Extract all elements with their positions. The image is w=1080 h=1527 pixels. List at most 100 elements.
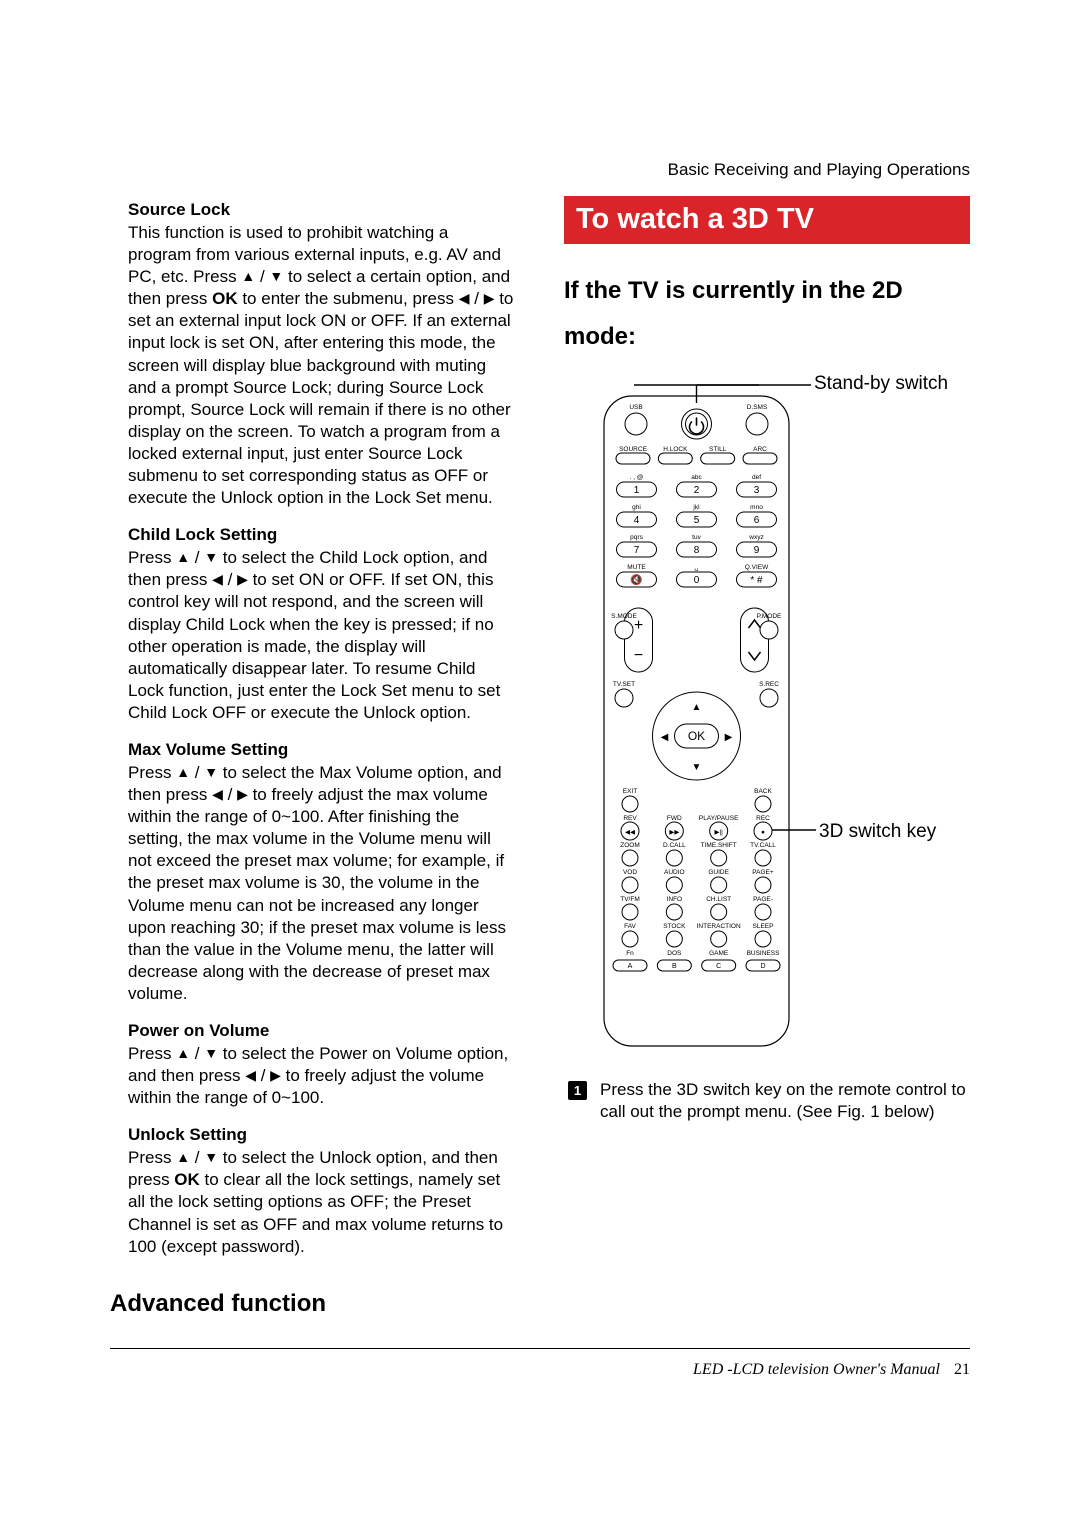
svg-text:␣: ␣: [694, 564, 698, 571]
svg-text:3: 3: [754, 485, 760, 496]
svg-text:BUSINESS: BUSINESS: [747, 950, 781, 957]
svg-text:PLAY/PAUSE: PLAY/PAUSE: [699, 815, 739, 822]
step-number-icon: 1: [568, 1081, 587, 1100]
svg-text:. , @: . , @: [630, 474, 644, 481]
sub-heading: If the TV is currently in the 2D mode:: [564, 268, 970, 359]
svg-text:A: A: [628, 963, 633, 970]
svg-text:C: C: [716, 963, 721, 970]
svg-text:▲: ▲: [692, 702, 702, 713]
section-body: Press ▲ / ▼ to select the Power on Volum…: [128, 1043, 516, 1109]
section-title: Child Lock Setting: [128, 525, 277, 545]
ok-label: OK: [174, 1170, 200, 1189]
svg-text:SLEEP: SLEEP: [753, 923, 774, 930]
svg-text:GAME: GAME: [709, 950, 729, 957]
section-title: Max Volume Setting: [128, 740, 288, 760]
svg-text:MUTE: MUTE: [627, 564, 646, 571]
svg-text:GUIDE: GUIDE: [708, 869, 729, 876]
svg-text:6: 6: [754, 515, 760, 526]
page-number: 21: [954, 1361, 970, 1378]
svg-text:D: D: [760, 963, 765, 970]
svg-text:FAV: FAV: [624, 923, 636, 930]
svg-text:REC: REC: [756, 815, 770, 822]
svg-text:S.MODE: S.MODE: [611, 613, 637, 620]
svg-text:abc: abc: [691, 474, 702, 481]
svg-text:◀: ◀: [661, 732, 669, 743]
svg-text:1: 1: [634, 485, 640, 496]
svg-text:D.CALL: D.CALL: [663, 842, 686, 849]
svg-text:BACK: BACK: [754, 788, 772, 795]
section-body: Press ▲ / ▼ to select the Max Volume opt…: [128, 762, 516, 1005]
svg-text:OK: OK: [688, 729, 705, 743]
svg-text:INTERACTION: INTERACTION: [697, 923, 741, 930]
svg-text:TIME.SHIFT: TIME.SHIFT: [701, 842, 737, 849]
section-title: Unlock Setting: [128, 1125, 247, 1145]
step-text: Press the 3D switch key on the remote co…: [600, 1079, 970, 1123]
svg-text:def: def: [752, 474, 761, 481]
svg-text:tuv: tuv: [692, 534, 701, 541]
section-title: Power on Volume: [128, 1021, 269, 1041]
svg-text:◀◀: ◀◀: [625, 829, 636, 836]
heading-advanced-function: Advanced function: [110, 1290, 516, 1318]
svg-text:FWD: FWD: [667, 815, 682, 822]
svg-text:SOURCE: SOURCE: [619, 446, 647, 453]
svg-text:* #: * #: [750, 575, 763, 586]
section-body: This function is used to prohibit watchi…: [128, 222, 516, 509]
section-child-lock: Child Lock Setting Press ▲ / ▼ to select…: [110, 525, 516, 724]
svg-text:2: 2: [694, 485, 700, 496]
running-header: Basic Receiving and Playing Operations: [668, 160, 970, 180]
svg-text:STOCK: STOCK: [663, 923, 686, 930]
svg-text:AUDIO: AUDIO: [664, 869, 685, 876]
section-body: Press ▲ / ▼ to select the Child Lock opt…: [128, 547, 516, 724]
svg-text:PAGE+: PAGE+: [752, 869, 774, 876]
two-column-layout: Source Lock This function is used to pro…: [110, 200, 970, 1318]
svg-text:4: 4: [634, 515, 640, 526]
svg-text:Q.VIEW: Q.VIEW: [745, 564, 769, 571]
section-source-lock: Source Lock This function is used to pro…: [110, 200, 516, 509]
svg-text:jkl: jkl: [692, 504, 700, 511]
manual-page: Basic Receiving and Playing Operations S…: [110, 135, 970, 1405]
svg-text:8: 8: [694, 545, 700, 556]
section-power-on-volume: Power on Volume Press ▲ / ▼ to select th…: [110, 1021, 516, 1109]
svg-text:ARC: ARC: [753, 446, 767, 453]
ok-label: OK: [212, 289, 238, 308]
svg-text:🔇: 🔇: [630, 573, 642, 586]
svg-text:D.SMS: D.SMS: [747, 404, 768, 411]
svg-text:ZOOM: ZOOM: [620, 842, 640, 849]
svg-text:USB: USB: [629, 404, 642, 411]
svg-text:B: B: [672, 963, 677, 970]
remote-diagram: Stand-by switch 3D switch key USBD.SMSSO…: [564, 371, 970, 1051]
svg-text:wxyz: wxyz: [748, 534, 763, 541]
svg-text:mno: mno: [750, 504, 763, 511]
footer-title: LED -LCD television Owner's Manual: [693, 1361, 940, 1378]
svg-text:5: 5: [694, 515, 700, 526]
svg-text:ghi: ghi: [632, 504, 641, 511]
svg-text:▶||: ▶||: [714, 829, 723, 836]
svg-text:▶: ▶: [725, 732, 733, 743]
svg-text:0: 0: [694, 575, 700, 586]
svg-text:7: 7: [634, 545, 640, 556]
svg-text:Fn: Fn: [626, 950, 634, 957]
svg-text:9: 9: [754, 545, 760, 556]
section-unlock: Unlock Setting Press ▲ / ▼ to select the…: [110, 1125, 516, 1257]
svg-text:TV.CALL: TV.CALL: [750, 842, 776, 849]
svg-text:STILL: STILL: [709, 446, 727, 453]
page-footer: LED -LCD television Owner's Manual 21: [693, 1361, 970, 1379]
svg-text:pqrs: pqrs: [630, 534, 643, 541]
svg-text:VOD: VOD: [623, 869, 637, 876]
svg-text:INFO: INFO: [667, 896, 683, 903]
svg-text:DOS: DOS: [667, 950, 682, 957]
section-max-volume: Max Volume Setting Press ▲ / ▼ to select…: [110, 740, 516, 1005]
section-body: Press ▲ / ▼ to select the Unlock option,…: [128, 1147, 516, 1257]
svg-text:CH.LIST: CH.LIST: [706, 896, 731, 903]
section-title: Source Lock: [128, 200, 230, 220]
svg-text:H.LOCK: H.LOCK: [663, 446, 688, 453]
svg-text:REV: REV: [623, 815, 637, 822]
svg-text:P.MODE: P.MODE: [757, 613, 782, 620]
svg-text:TV/FM: TV/FM: [620, 896, 640, 903]
svg-text:TV.SET: TV.SET: [613, 681, 635, 688]
svg-text:S.REC: S.REC: [759, 681, 779, 688]
right-column: To watch a 3D TV If the TV is currently …: [564, 200, 970, 1318]
svg-text:▼: ▼: [692, 762, 702, 773]
footer-rule: [110, 1348, 970, 1349]
svg-text:▶▶: ▶▶: [669, 829, 680, 836]
